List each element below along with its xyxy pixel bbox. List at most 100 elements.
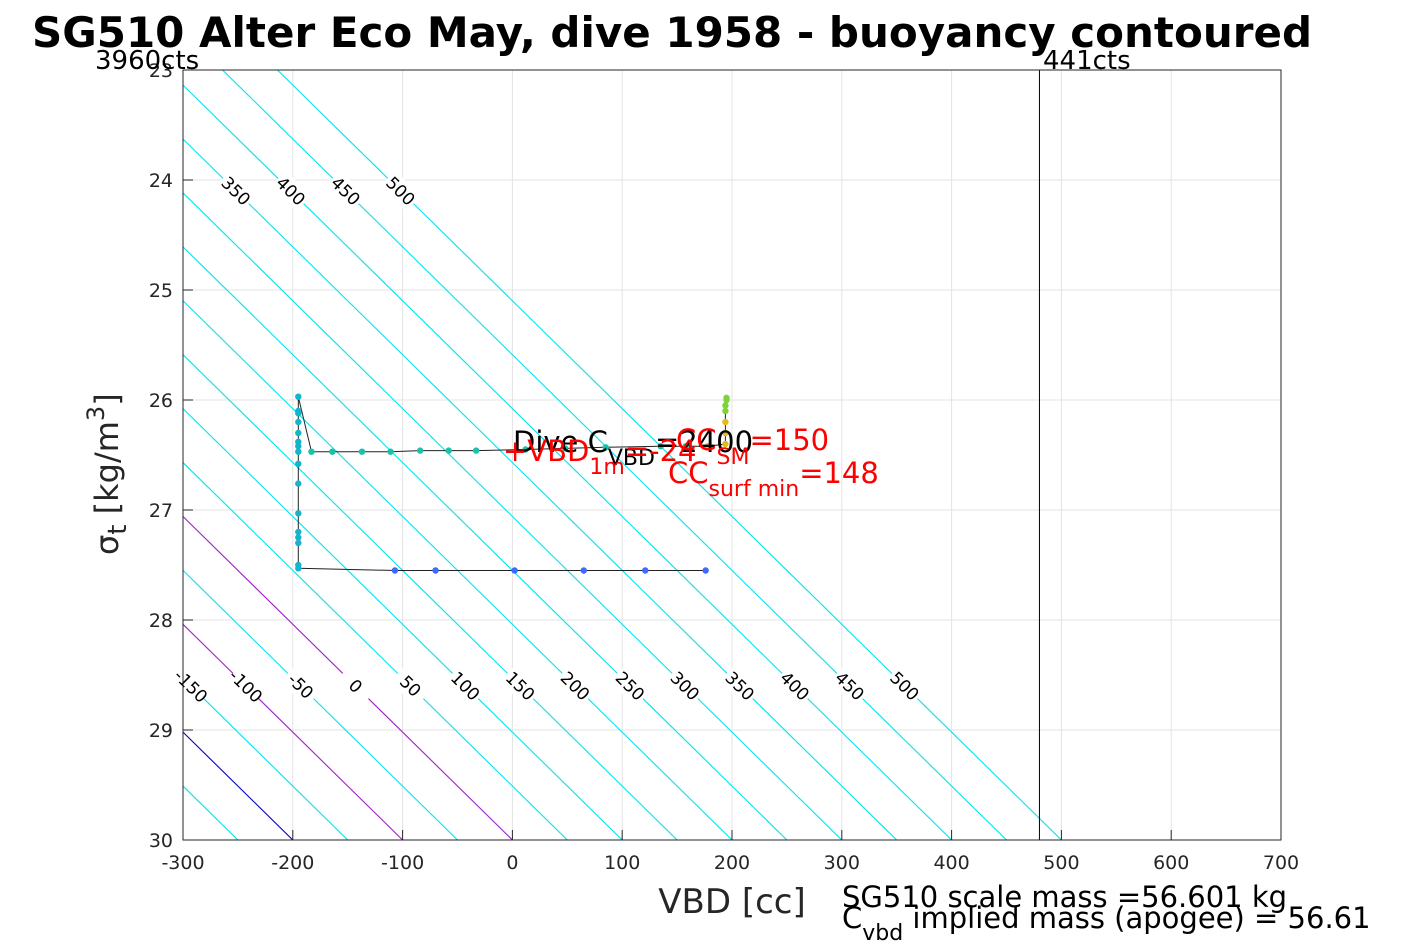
contour-line: [0, 70, 73, 840]
data-point: [722, 402, 729, 409]
data-point: [445, 447, 452, 454]
contour-line: [183, 407, 623, 840]
x-tick-label: 600: [1153, 852, 1189, 874]
footer-scale-mass: SG510 scale mass =56.601 kg: [842, 880, 1287, 914]
contour-label-bg: [225, 665, 267, 707]
footer-implied-mass: Cvbd implied mass (apogee) = 56.61: [842, 901, 1371, 945]
data-point: [642, 567, 649, 574]
data-point: [682, 443, 690, 450]
contour-line: [183, 300, 733, 840]
x-tick-label: -200: [271, 852, 314, 874]
data-point: [391, 567, 399, 574]
dive-track: [295, 70, 1040, 840]
y-tick-label: 30: [149, 830, 173, 852]
annotation-cc-sm-text: CC: [676, 423, 717, 457]
contour-label-bg: [609, 665, 651, 707]
data-point: [722, 440, 729, 448]
data-point: [722, 418, 729, 426]
data-point: [295, 460, 302, 467]
contour-line: [183, 677, 349, 840]
y-tick-label: 26: [149, 390, 173, 412]
y-tick-label: 29: [149, 720, 173, 742]
contour-label-bg: [884, 665, 926, 707]
contour-label-bg: [829, 665, 871, 707]
x-tick-label: -300: [161, 852, 204, 874]
contour-label-bg: [280, 665, 322, 707]
data-point: [295, 443, 302, 450]
data-point: [704, 443, 712, 450]
corner-label-right: 441cts: [1043, 46, 1131, 76]
annotation-dive-c: Dive CVBD=2400: [513, 425, 753, 471]
x-tick-label: -100: [381, 852, 424, 874]
annotation-cc-surf-sub: surf min: [709, 477, 800, 502]
contour-label-bg: [170, 665, 212, 707]
data-point: [295, 407, 302, 415]
contour-label-bg: [215, 170, 257, 212]
footer-implied-rest: implied mass (apogee) = 56.61: [903, 901, 1370, 935]
data-point: [295, 418, 302, 426]
data-point: [295, 438, 302, 445]
data-point: [295, 429, 302, 437]
annotation-dive-c-text: Dive C: [513, 425, 608, 459]
data-point: [522, 446, 529, 453]
x-tick-label: 0: [506, 852, 518, 874]
contour-line: [183, 353, 678, 840]
data-point: [722, 429, 729, 437]
contour-line: [183, 623, 403, 840]
y-tick-label: 24: [149, 170, 173, 192]
x-axis-ticks: -300 -200 -100 0 100 200 300 400 500 600 700: [161, 830, 1299, 874]
contour-label-bg: [270, 170, 312, 212]
contour-label-bg: [380, 170, 422, 212]
y-tick-label: 25: [149, 280, 173, 302]
contour-label-bg: [444, 665, 486, 707]
data-point: [295, 561, 302, 569]
annotation-vbd-1m-text: +VBD: [503, 434, 589, 468]
contour-label-bg: [325, 170, 367, 212]
data-point: [657, 443, 664, 450]
x-tick-label: 500: [1043, 852, 1079, 874]
contour-label-bg: [499, 665, 541, 707]
contour-label-bg: [774, 665, 816, 707]
annotation-cc-surf-text: CC: [668, 456, 709, 490]
contour-line: [183, 192, 843, 840]
x-tick-label: 400: [933, 852, 969, 874]
data-point: [387, 448, 394, 455]
data-point: [295, 534, 302, 541]
contour-label-bg: [335, 665, 377, 707]
footer-cvbd-sub: vbd: [862, 921, 903, 945]
contour-line: [183, 461, 568, 840]
data-point: [295, 448, 302, 455]
data-point: [723, 394, 730, 401]
corner-label-left: 3960cts: [95, 46, 199, 76]
contour-label-bg: [389, 665, 432, 707]
data-point: [722, 407, 729, 415]
data-point: [308, 448, 315, 455]
contour-label-bg: [554, 665, 596, 707]
data-point: [702, 567, 709, 574]
y-axis-label-unit: [kg/m: [88, 421, 126, 524]
data-point: [295, 480, 302, 487]
y-axis-label-sub: t: [103, 525, 133, 535]
data-point: [329, 448, 336, 455]
annotation-vbd-1m: +VBD1m=-24: [503, 434, 696, 480]
x-tick-label: 300: [824, 852, 860, 874]
annotation-cc-surf: CCsurf min=148: [668, 456, 879, 502]
y-axis-ticks: 23 24 25 26 27 28 29 30: [149, 60, 193, 852]
data-point: [358, 448, 366, 455]
y-axis-label-close: ]: [88, 393, 126, 405]
x-axis-label: VBD [cc]: [658, 882, 806, 922]
data-point: [561, 445, 569, 452]
data-point: [295, 510, 302, 517]
annotation-dive-c-sub: VBD: [608, 446, 655, 471]
contour-line: [183, 569, 458, 840]
data-point: [472, 447, 480, 454]
annotation-cc-sm-value: =150: [749, 423, 829, 457]
y-tick-label: 23: [149, 60, 173, 82]
x-tick-label: 200: [714, 852, 750, 874]
y-axis-label-sigma: σ: [88, 535, 126, 555]
annotation-cc-surf-value: =148: [799, 456, 879, 490]
data-point: [295, 539, 302, 547]
x-tick-label: 700: [1263, 852, 1299, 874]
data-point: [432, 567, 439, 574]
contour-line: [183, 246, 788, 840]
